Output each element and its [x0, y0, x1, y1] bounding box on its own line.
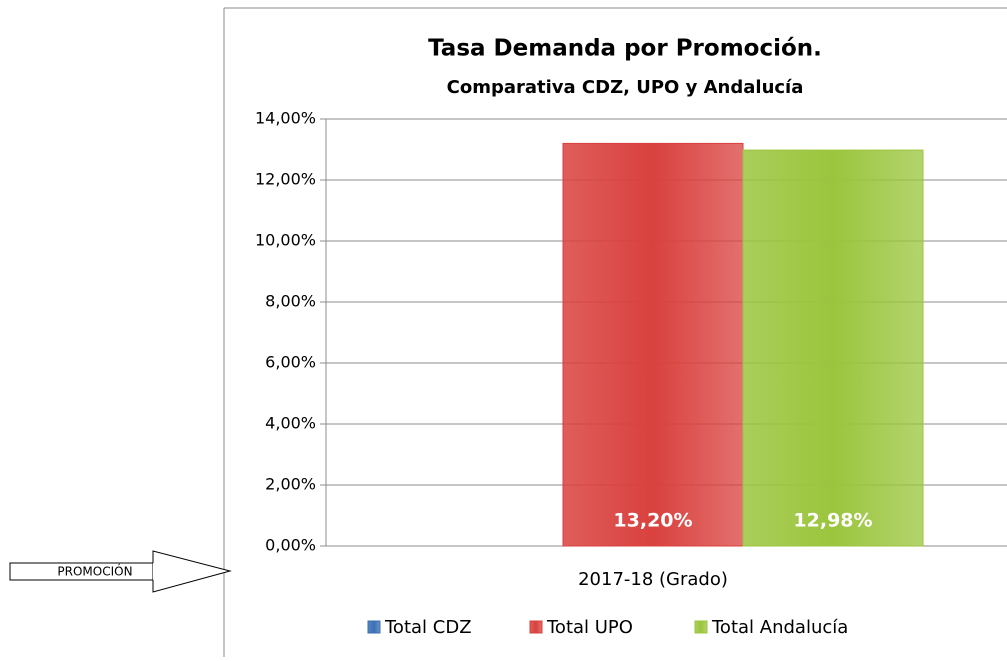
data-label: 12,98% [793, 510, 872, 532]
legend-swatch [694, 620, 708, 634]
y-tick-label: 10,00% [255, 231, 316, 250]
chart-title: Tasa Demanda por Promoción. [428, 36, 822, 62]
legend-label: Total Andalucía [711, 617, 848, 638]
y-tick-label: 14,00% [255, 109, 316, 128]
data-label: 13,20% [613, 510, 692, 532]
chart-subtitle: Comparativa CDZ, UPO y Andalucía [447, 77, 804, 98]
y-tick-label: 6,00% [265, 353, 316, 372]
annotation: PROMOCIÓN [57, 564, 132, 579]
legend-label: Total CDZ [384, 617, 472, 638]
annotation-arrow [152, 550, 232, 593]
bar [742, 149, 924, 547]
legend-swatch [367, 620, 381, 634]
y-tick-label: 4,00% [265, 414, 316, 433]
legend-label: Total UPO [546, 617, 633, 638]
x-tick-label: 2017-18 (Grado) [578, 569, 728, 590]
bar [562, 142, 744, 547]
y-tick-label: 2,00% [265, 475, 316, 494]
y-tick-label: 8,00% [265, 292, 316, 311]
y-tick-label: 12,00% [255, 170, 316, 189]
legend-swatch [529, 620, 543, 634]
y-tick-label: 0,00% [265, 536, 316, 555]
